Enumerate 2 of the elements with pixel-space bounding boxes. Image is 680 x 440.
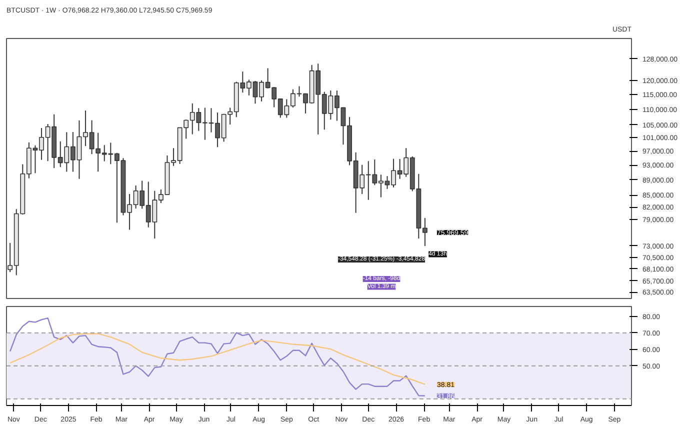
line-series [9,333,426,385]
line-series [9,317,426,396]
